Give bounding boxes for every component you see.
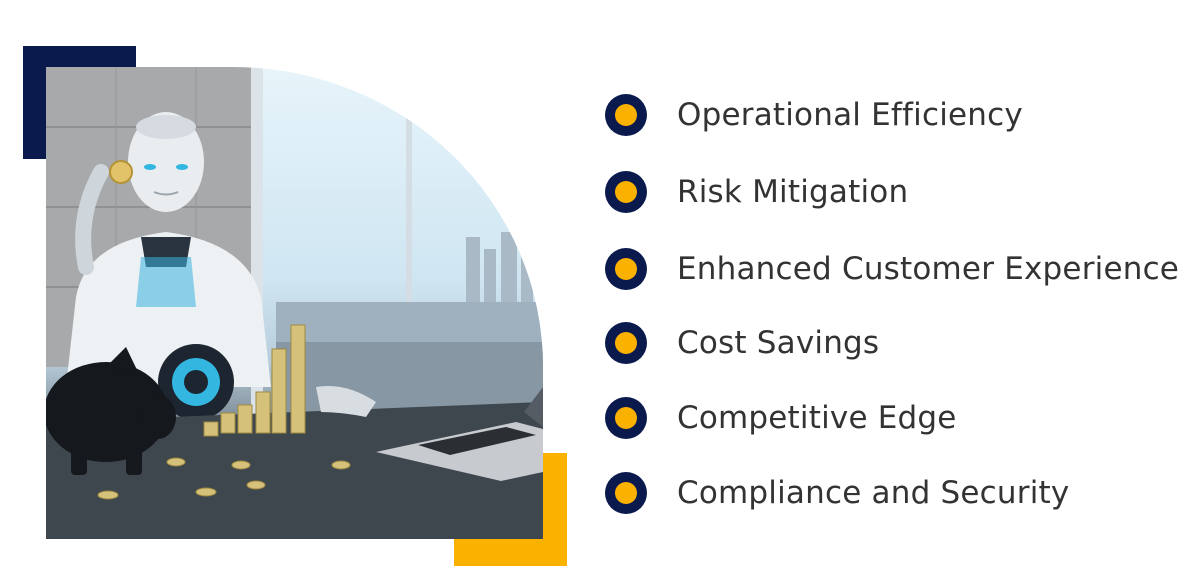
robot-with-coins-icon xyxy=(46,67,543,539)
glass-table xyxy=(46,402,543,539)
benefit-label: Enhanced Customer Experience xyxy=(677,251,1180,287)
list-item: Cost Savings xyxy=(605,322,879,364)
laptop xyxy=(376,387,543,481)
bullet-icon xyxy=(605,322,647,364)
list-item: Risk Mitigation xyxy=(605,171,908,213)
robot-hand xyxy=(316,386,376,417)
benefit-label: Risk Mitigation xyxy=(677,174,909,210)
benefit-label: Competitive Edge xyxy=(677,400,957,436)
benefit-label: Cost Savings xyxy=(677,325,880,361)
robot-photo xyxy=(46,67,543,539)
list-item: Enhanced Customer Experience xyxy=(605,248,1179,290)
bullet-icon xyxy=(605,397,647,439)
list-item: Compliance and Security xyxy=(605,472,1069,514)
bullet-icon xyxy=(605,94,647,136)
list-item: Operational Efficiency xyxy=(605,94,1023,136)
bullet-icon xyxy=(605,171,647,213)
list-item: Competitive Edge xyxy=(605,397,957,439)
benefit-label: Operational Efficiency xyxy=(677,97,1023,133)
piggy-bank xyxy=(46,347,176,475)
benefit-label: Compliance and Security xyxy=(677,475,1070,511)
robot xyxy=(66,112,271,420)
bullet-icon xyxy=(605,248,647,290)
bullet-icon xyxy=(605,472,647,514)
coin-stacks xyxy=(97,324,351,500)
